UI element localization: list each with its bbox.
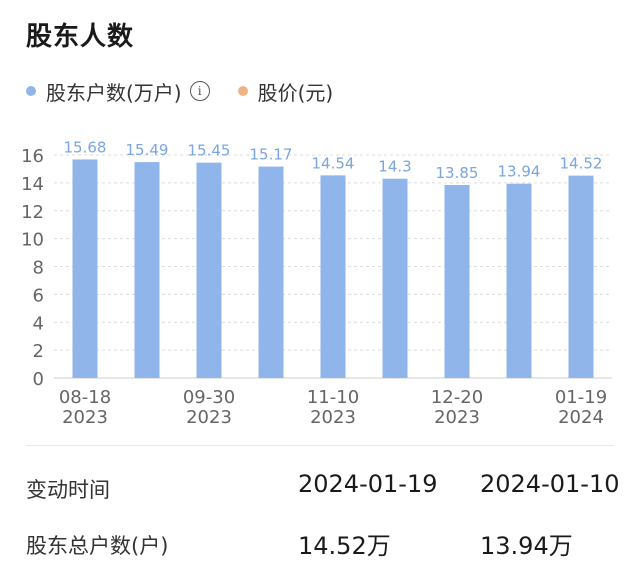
legend-item-price[interactable]: 股价(元) [237, 77, 334, 106]
row-value-current: 2024-01-19 [298, 470, 438, 498]
data-label: 14.54 [312, 154, 355, 172]
table-row-total-holders: 股东总户数(户) 14.52万 13.94万 [26, 522, 640, 562]
data-label: 14.52 [560, 155, 603, 173]
y-tick-label: 16 [21, 146, 44, 167]
row-value-previous: 13.94万 [480, 532, 573, 560]
legend-label-holders: 股东户数(万户) [46, 80, 182, 105]
row-label: 变动时间 [26, 478, 110, 502]
section-divider [26, 445, 614, 446]
section-title: 股东人数 [26, 22, 135, 52]
data-label: 15.49 [126, 141, 169, 159]
bar [196, 162, 222, 378]
bar [320, 175, 346, 378]
info-icon[interactable]: i [189, 81, 210, 101]
y-tick-label: 6 [33, 285, 44, 306]
legend-dot-holders [26, 86, 36, 96]
data-label: 15.17 [250, 146, 293, 164]
bar [382, 178, 408, 378]
y-tick-label: 2 [33, 341, 44, 362]
data-label: 13.85 [436, 164, 479, 182]
x-tick-year: 2023 [62, 407, 108, 428]
x-tick-year: 2023 [186, 407, 232, 428]
table-row-change-date: 变动时间 2024-01-19 2024-01-10 [26, 466, 640, 506]
data-label: 15.45 [188, 142, 231, 160]
bar [444, 184, 470, 378]
legend-item-holders[interactable]: 股东户数(万户) i [26, 77, 210, 106]
row-label: 股东总户数(户) [26, 534, 169, 558]
bar [568, 175, 594, 378]
y-tick-label: 4 [33, 313, 44, 334]
x-tick-date: 08-18 [59, 387, 111, 408]
data-label: 13.94 [498, 163, 541, 181]
y-tick-label: 14 [21, 174, 44, 195]
x-tick-date: 11-10 [307, 387, 359, 408]
data-label: 14.3 [378, 158, 411, 176]
legend-label-price: 股价(元) [257, 80, 334, 105]
y-tick-label: 0 [33, 369, 44, 390]
x-tick-date: 12-20 [431, 387, 483, 408]
row-value-previous: 2024-01-10 [480, 470, 620, 498]
chart-legend: 股东户数(万户) i 股价(元) [26, 76, 361, 106]
x-tick-year: 2023 [434, 407, 480, 428]
bar [72, 159, 98, 378]
row-value-current: 14.52万 [298, 532, 391, 560]
holder-count-bar-chart: 0 2 4 6 8 10 12 14 16 15.68 15.49 15.45 15.17 14.54 1… [21, 138, 612, 428]
y-tick-label: 8 [33, 258, 44, 279]
data-label: 15.68 [64, 138, 107, 156]
bar [506, 183, 532, 378]
legend-dot-price [237, 86, 248, 96]
y-tick-label: 10 [21, 230, 44, 251]
x-tick-date: 01-19 [555, 387, 607, 408]
y-tick-label: 12 [21, 202, 44, 223]
x-tick-year: 2024 [558, 407, 604, 428]
bar [258, 166, 284, 378]
x-tick-date: 09-30 [183, 387, 235, 408]
bar [134, 162, 160, 378]
x-tick-year: 2023 [310, 407, 356, 428]
